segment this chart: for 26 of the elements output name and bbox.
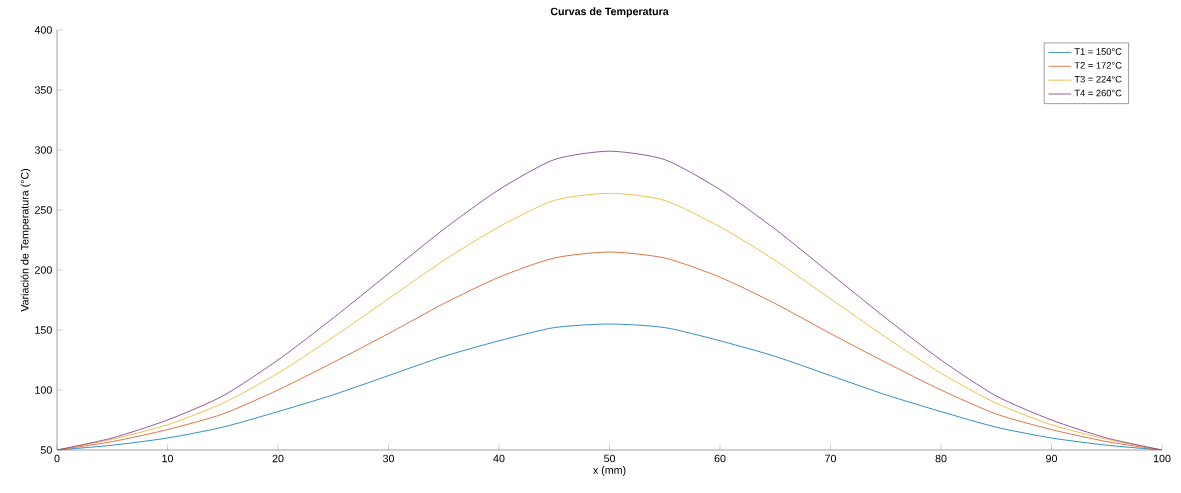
- x-tick-label: 10: [162, 454, 174, 463]
- y-tick-label: 50: [40, 446, 52, 454]
- x-tick-label: 100: [1153, 454, 1171, 463]
- x-tick-label: 20: [272, 454, 284, 463]
- y-tick-label: 300: [34, 146, 52, 154]
- x-tick-label: 0: [54, 454, 60, 463]
- y-tick-label: 400: [34, 26, 52, 34]
- x-tick-label: 40: [493, 454, 505, 463]
- chart-title: Curvas de Temperatura: [550, 7, 669, 18]
- y-tick-label: 150: [35, 326, 52, 334]
- x-tick-label: 80: [935, 454, 947, 463]
- x-tick-label: 90: [1046, 454, 1058, 463]
- y-tick-label: 250: [35, 206, 52, 214]
- x-tick-label: 70: [825, 454, 837, 463]
- legend-label: T4 = 260°C: [1074, 89, 1122, 97]
- legend-label: T1 = 150°C: [1074, 48, 1122, 55]
- x-tick-label: 30: [382, 454, 395, 463]
- y-tick-label: 200: [35, 266, 52, 274]
- y-tick-label: 350: [34, 86, 52, 94]
- x-tick-label: 60: [714, 454, 726, 463]
- y-axis-title: Variación de Temperatura (°C): [20, 169, 31, 312]
- x-tick-label: 50: [603, 454, 616, 463]
- legend-label: T3 = 224°C: [1074, 75, 1122, 83]
- y-tick-label: 100: [35, 386, 52, 394]
- x-axis-title: x (mm): [593, 466, 626, 477]
- legend-label: T2 = 172°C: [1074, 62, 1122, 69]
